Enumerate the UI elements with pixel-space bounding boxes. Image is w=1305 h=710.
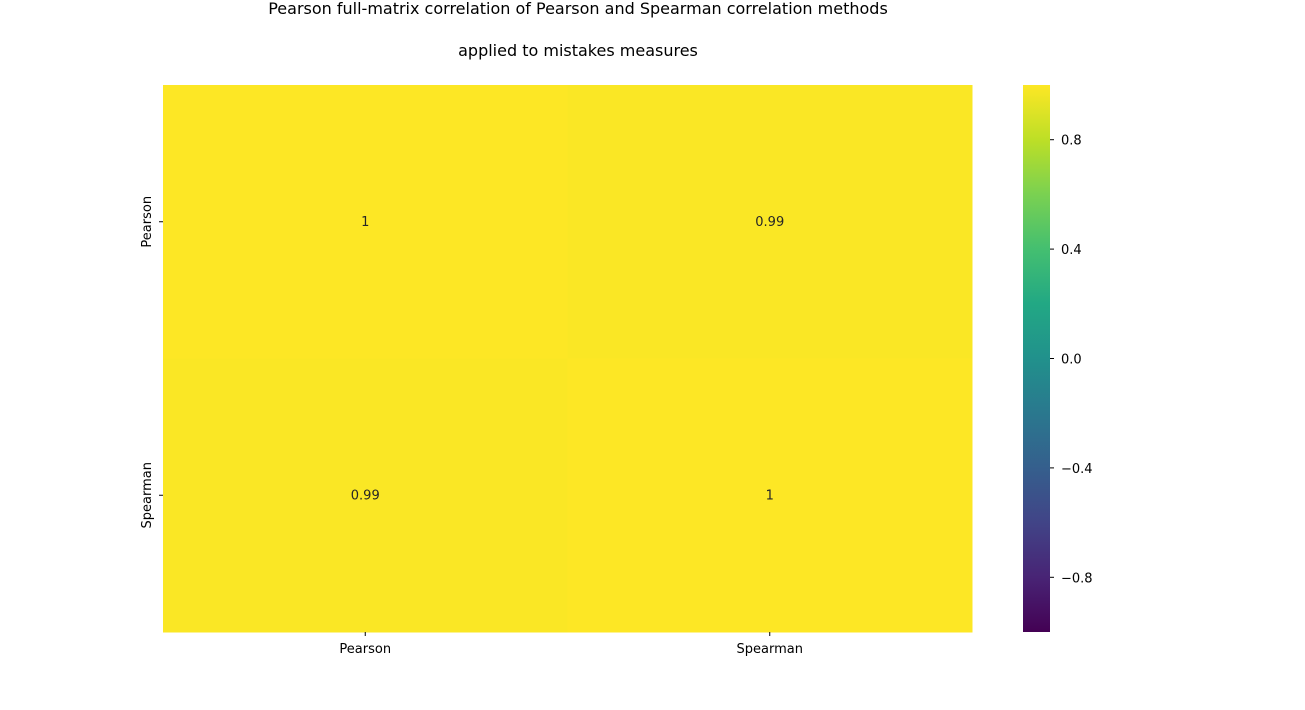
colorbar-ticks: 0.8 0.4 0.0 −0.4 −0.8 [1050, 134, 1093, 586]
heatmap-cell-label: 1 [361, 215, 369, 230]
colorbar-tick-label: 0.0 [1061, 353, 1082, 368]
colorbar-tick-label: 0.8 [1061, 134, 1082, 149]
heatmap-cell-labels: 1 0.99 0.99 1 [351, 215, 784, 504]
heatmap-cell [567, 358, 973, 633]
y-axis: Pearson Spearman [140, 196, 163, 528]
heatmap-cell [163, 85, 568, 359]
chart-title-line-1: Pearson full-matrix correlation of Pears… [268, 0, 888, 18]
y-tick-label: Spearman [140, 462, 155, 528]
chart-title-line-2: applied to mistakes measures [458, 41, 698, 60]
colorbar-tick-label: 0.4 [1061, 243, 1082, 258]
x-tick-label: Pearson [339, 642, 391, 657]
x-axis: Pearson Spearman [339, 632, 803, 657]
colorbar-tick-label: −0.4 [1061, 462, 1093, 477]
x-tick-label: Spearman [737, 642, 803, 657]
colorbar [1023, 85, 1050, 632]
y-tick-label: Pearson [140, 196, 155, 248]
heatmap-cell [567, 85, 973, 359]
heatmap-cell [163, 358, 568, 633]
heatmap-cells [163, 85, 973, 633]
colorbar-tick-label: −0.8 [1061, 571, 1093, 586]
heatmap-cell-label: 1 [766, 488, 774, 503]
heatmap-cell-label: 0.99 [755, 215, 784, 230]
heatmap-cell-label: 0.99 [351, 488, 380, 503]
